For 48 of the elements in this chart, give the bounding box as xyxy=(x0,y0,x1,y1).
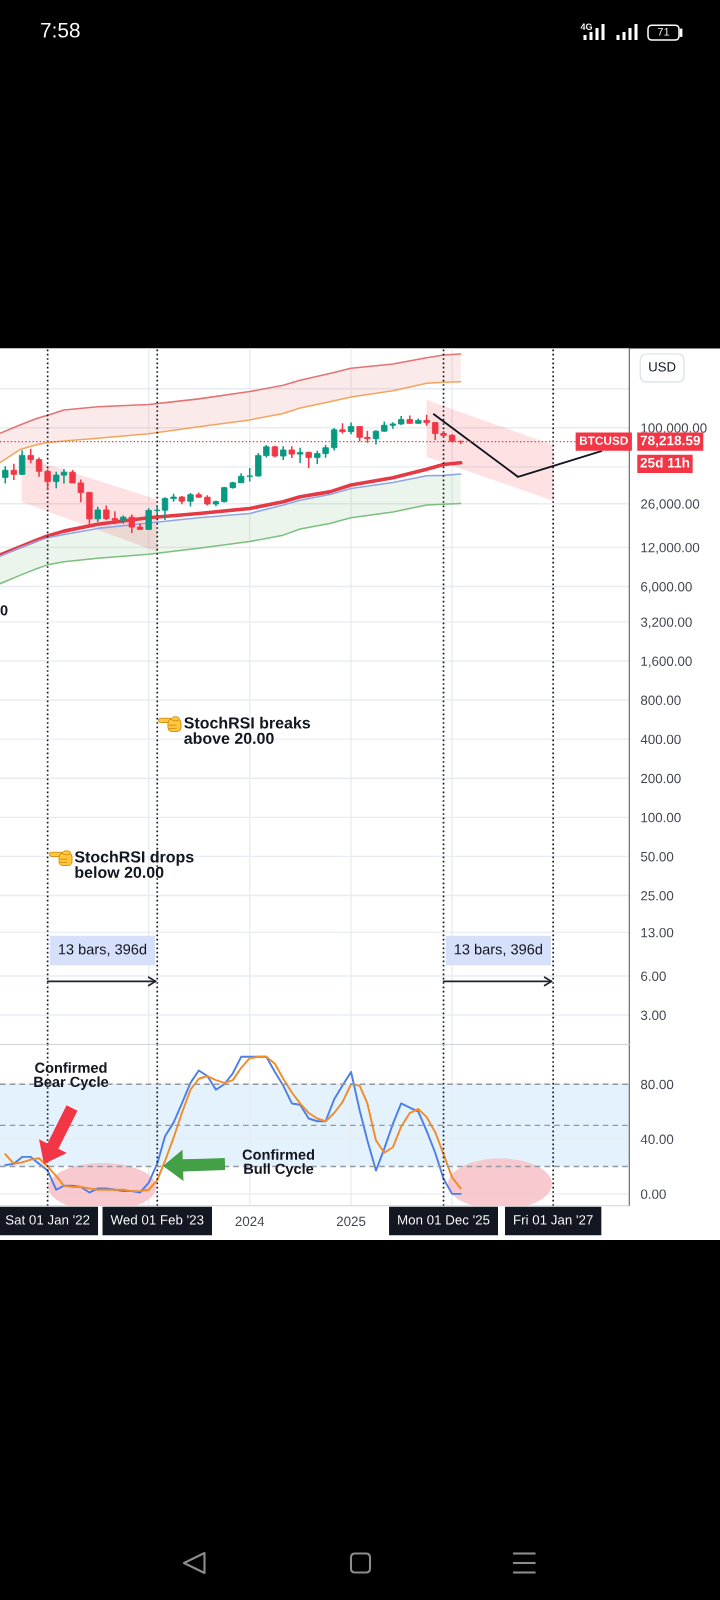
candlestick xyxy=(44,468,51,492)
y-tick-label: 200.00 xyxy=(641,773,681,784)
line-series xyxy=(0,381,462,464)
annotation: 0 xyxy=(0,605,8,616)
ref-line-label: Mon 01 Dec '25 xyxy=(398,1215,490,1225)
annotation: StochRSI drops below 20.00 xyxy=(74,850,194,878)
candlestick xyxy=(330,427,338,452)
y-tick-label: 6.00 xyxy=(641,971,666,981)
text: 71 xyxy=(657,27,670,36)
y-tick-label: 50.00 xyxy=(640,851,674,862)
y-tick-label: 12,000.00 xyxy=(641,542,700,554)
band-label: 13 bars, 396d xyxy=(58,943,147,957)
candlestick xyxy=(145,507,152,531)
y-tick-label: 13.00 xyxy=(641,927,674,938)
y-tick-label: 800.00 xyxy=(640,695,681,706)
text: 78,218.59 xyxy=(640,435,701,448)
line-series xyxy=(0,502,462,585)
x-tick-label: 2024 xyxy=(235,1216,265,1227)
ref-line-label: Wed 01 Feb '23 xyxy=(110,1214,204,1225)
ref-line-label: Fri 01 Jan '27 xyxy=(514,1214,593,1225)
y-tick-label: 3,200.00 xyxy=(640,617,692,629)
y-tick-label: 26,000.00 xyxy=(641,499,700,511)
candlestick xyxy=(296,447,304,464)
annotation: StochRSI breaks above 20.00 xyxy=(184,716,311,745)
y-tick-label: 400.00 xyxy=(640,734,681,745)
y-tick-label: 40.00 xyxy=(640,1134,674,1145)
y-tick-label: 0.00 xyxy=(640,1189,666,1199)
line-series xyxy=(0,353,462,435)
y-tick-label: 6,000.00 xyxy=(641,581,692,593)
text: 4G xyxy=(580,23,592,30)
ref-line-label: BTCUSD xyxy=(579,436,628,445)
y-axis-title: USD xyxy=(649,362,676,372)
x-tick-label: 2025 xyxy=(336,1216,366,1227)
y-tick-label: 1,600.00 xyxy=(641,656,692,668)
candlestick xyxy=(18,449,26,476)
y-tick-label: 100.00 xyxy=(641,812,681,823)
ref-line-label: Sat 01 Jan '22 xyxy=(5,1215,90,1225)
y-tick-label: 100,000.00 xyxy=(641,423,707,435)
annotation: Confirmed Bear Cycle xyxy=(34,1062,109,1090)
candlestick xyxy=(128,513,135,534)
y-tick-label: 80.00 xyxy=(640,1079,674,1090)
y-tick-label: 3.00 xyxy=(640,1010,666,1021)
band-label: 13 bars, 396d xyxy=(454,943,542,957)
candlestick xyxy=(35,456,43,478)
text: 25d 11h xyxy=(640,457,690,468)
y-tick-label: 25.00 xyxy=(641,891,674,901)
annotation: Confirmed Bull Cycle xyxy=(242,1149,315,1177)
text: 7:58 xyxy=(41,22,80,38)
